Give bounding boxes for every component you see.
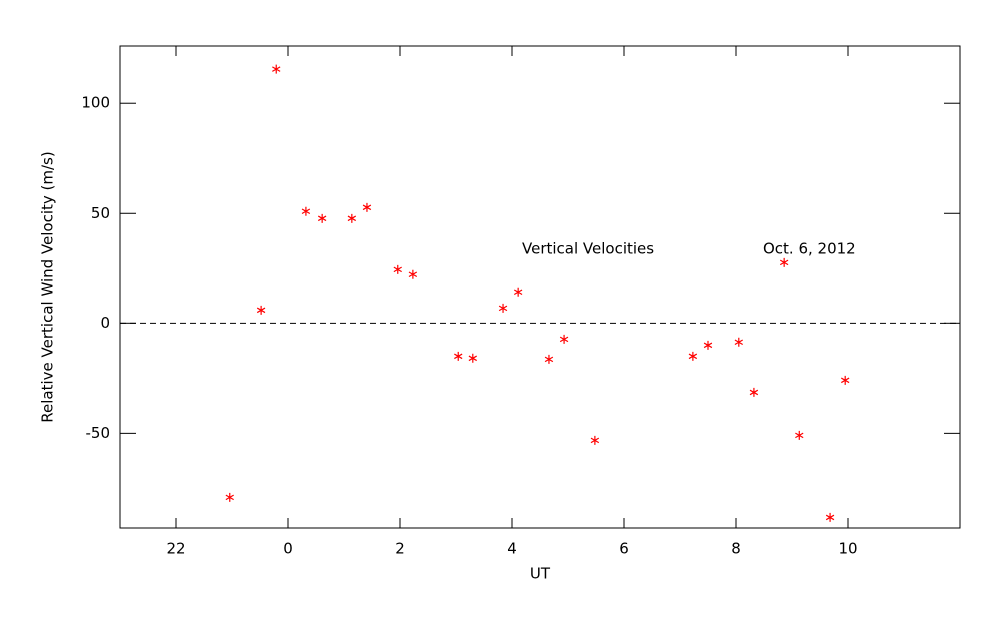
- x-tick-label: 4: [507, 540, 517, 558]
- point: [688, 351, 698, 361]
- point: [256, 305, 266, 315]
- point: [362, 202, 372, 212]
- point: [795, 430, 804, 440]
- point: [317, 213, 327, 223]
- y-tick-label: 0: [100, 314, 110, 332]
- annotation: Vertical Velocities: [522, 240, 654, 258]
- y-tick-label: 50: [91, 204, 110, 222]
- x-tick-label: 0: [283, 540, 293, 558]
- x-tick-label: 6: [619, 540, 629, 558]
- plot-frame: [119, 45, 961, 529]
- x-tick-label: 2: [395, 540, 405, 558]
- point: [408, 269, 418, 279]
- point: [454, 351, 463, 361]
- point: [301, 206, 311, 216]
- x-tick-label: 10: [838, 540, 857, 558]
- point: [544, 354, 554, 364]
- point: [468, 353, 477, 363]
- point: [841, 375, 850, 385]
- annotation: Oct. 6, 2012: [763, 240, 856, 258]
- x-tick-label: 8: [731, 540, 741, 558]
- point: [590, 435, 600, 445]
- point: [825, 512, 835, 522]
- point: [779, 257, 789, 267]
- point: [272, 64, 281, 74]
- point: [703, 340, 713, 350]
- y-axis-label: Relative Vertical Wind Velocity (m/s): [39, 151, 57, 422]
- point: [498, 303, 508, 313]
- point: [749, 387, 759, 397]
- point: [513, 287, 523, 297]
- point: [393, 264, 402, 274]
- y-tick-label: -50: [86, 424, 111, 442]
- point: [347, 213, 357, 223]
- point: [225, 492, 234, 502]
- x-tick-label: 22: [166, 540, 185, 558]
- point: [559, 334, 569, 344]
- y-tick-label: 100: [81, 94, 110, 112]
- x-axis-label: UT: [530, 565, 551, 583]
- point: [734, 337, 743, 347]
